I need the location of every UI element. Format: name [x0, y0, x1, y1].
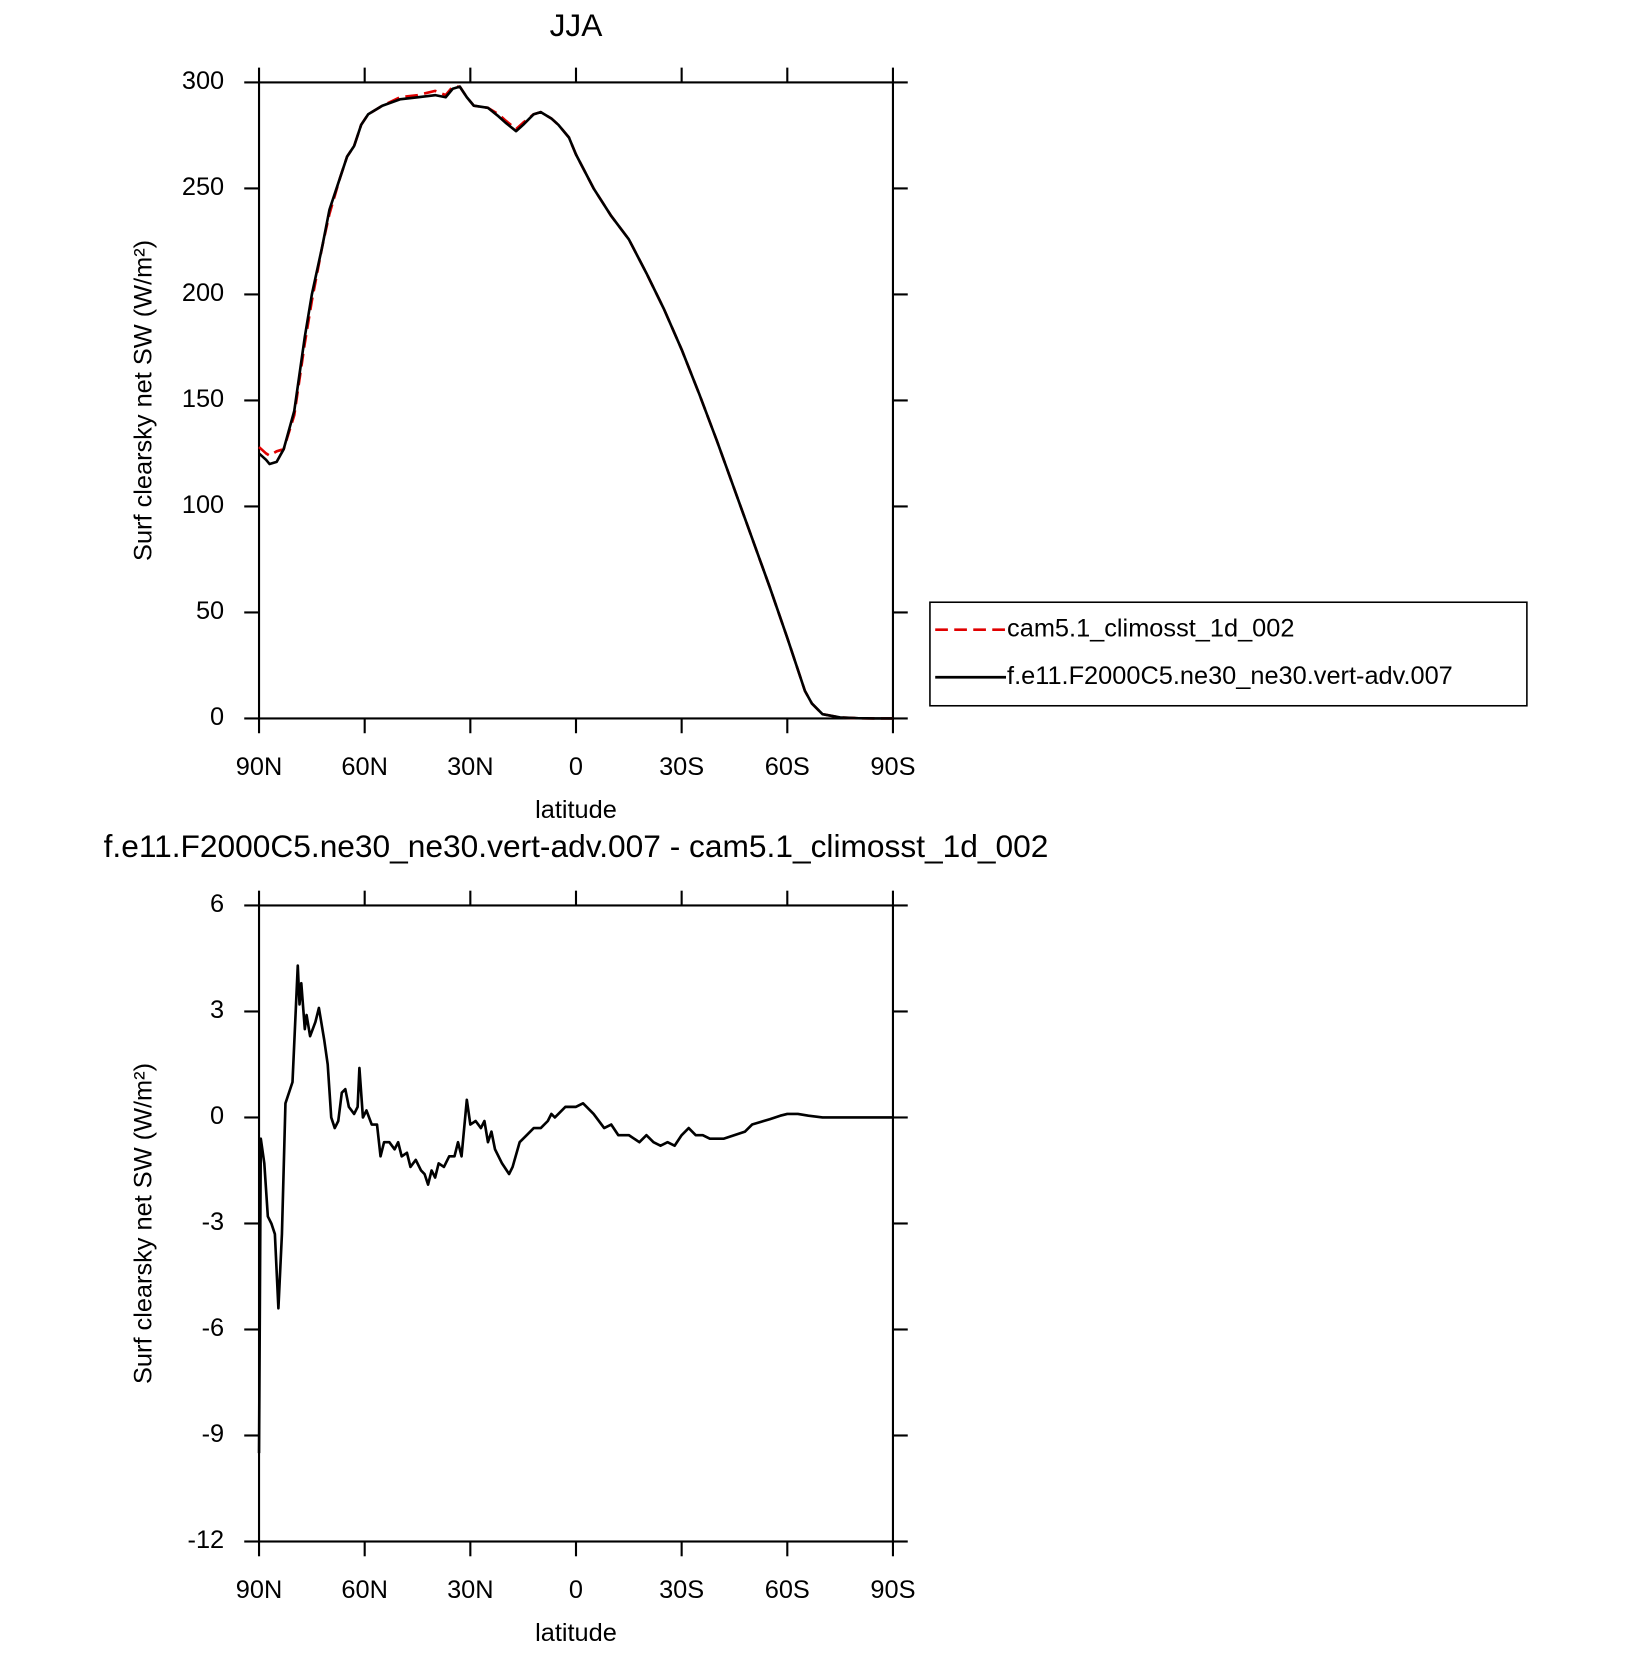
x-tick-label: 30S [659, 1576, 704, 1604]
y-tick-label: 0 [210, 703, 224, 731]
y-tick-label: 6 [210, 890, 224, 918]
x-tick-label: 90S [870, 753, 915, 781]
y-tick-label: -3 [202, 1208, 225, 1236]
series-line [258, 85, 893, 720]
y-tick-label: 200 [182, 279, 224, 307]
x-axis-label: latitude [535, 1619, 617, 1647]
plot-frame [257, 904, 895, 1543]
x-tick-label: 90N [236, 1576, 283, 1604]
x-tick-label: 0 [569, 753, 583, 781]
plot-frame [257, 81, 895, 720]
x-tick-label: 60S [765, 753, 810, 781]
y-tick-label: 3 [210, 996, 224, 1024]
y-tick-label: 250 [182, 173, 224, 201]
y-tick-label: 300 [182, 67, 224, 95]
chart-title: f.e11.F2000C5.ne30_ne30.vert-adv.007 - c… [104, 828, 1049, 864]
legend-label: f.e11.F2000C5.ne30_ne30.vert-adv.007 [1007, 662, 1453, 690]
x-tick-label: 30N [447, 1576, 493, 1604]
y-tick-label: -9 [202, 1420, 225, 1448]
y-tick-label: -12 [188, 1526, 225, 1554]
x-tick-label: 60S [765, 1576, 810, 1604]
x-tick-label: 60N [341, 753, 388, 781]
y-tick-label: -6 [202, 1314, 225, 1342]
y-axis-label: Surf clearsky net SW (W/m²) [130, 1063, 158, 1384]
x-tick-label: 0 [569, 1576, 583, 1604]
legend-label: cam5.1_climosst_1d_002 [1007, 614, 1294, 642]
y-tick-label: 100 [182, 491, 224, 519]
legend-box [929, 601, 1528, 707]
x-tick-label: 30N [447, 753, 493, 781]
x-axis-label: latitude [535, 796, 617, 824]
y-tick-label: 50 [196, 597, 224, 625]
x-tick-label: 90N [236, 753, 283, 781]
y-tick-label: 0 [210, 1102, 224, 1130]
series-line [257, 964, 893, 1454]
y-tick-label: 150 [182, 385, 224, 413]
x-tick-label: 90S [870, 1576, 915, 1604]
series-line [258, 85, 893, 720]
x-tick-label: 60N [341, 1576, 388, 1604]
x-tick-label: 30S [659, 753, 704, 781]
y-axis-label: Surf clearsky net SW (W/m²) [130, 240, 158, 561]
chart-title: JJA [550, 7, 604, 43]
